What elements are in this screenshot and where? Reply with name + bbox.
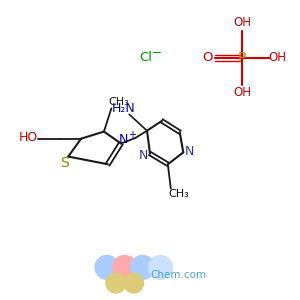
Text: Cl: Cl — [139, 51, 152, 64]
Circle shape — [95, 256, 119, 279]
Circle shape — [113, 256, 136, 279]
Text: N: N — [119, 133, 128, 146]
Text: Chem.com: Chem.com — [150, 270, 206, 280]
Circle shape — [124, 273, 143, 293]
Text: CH₃: CH₃ — [108, 98, 129, 107]
Circle shape — [148, 256, 172, 279]
Text: O: O — [203, 51, 213, 64]
Text: OH: OH — [233, 16, 251, 29]
Text: +: + — [128, 130, 136, 140]
Text: OH: OH — [233, 86, 251, 99]
Text: H₂N: H₂N — [112, 102, 136, 115]
Circle shape — [131, 256, 154, 279]
Text: S: S — [60, 156, 69, 170]
Text: HO: HO — [19, 131, 38, 144]
Text: N: N — [139, 149, 148, 162]
Text: N: N — [185, 145, 194, 158]
Text: CH₃: CH₃ — [169, 189, 190, 199]
Text: −: − — [152, 46, 162, 59]
Text: OH: OH — [268, 51, 286, 64]
Text: P: P — [238, 51, 246, 65]
Circle shape — [106, 273, 126, 293]
